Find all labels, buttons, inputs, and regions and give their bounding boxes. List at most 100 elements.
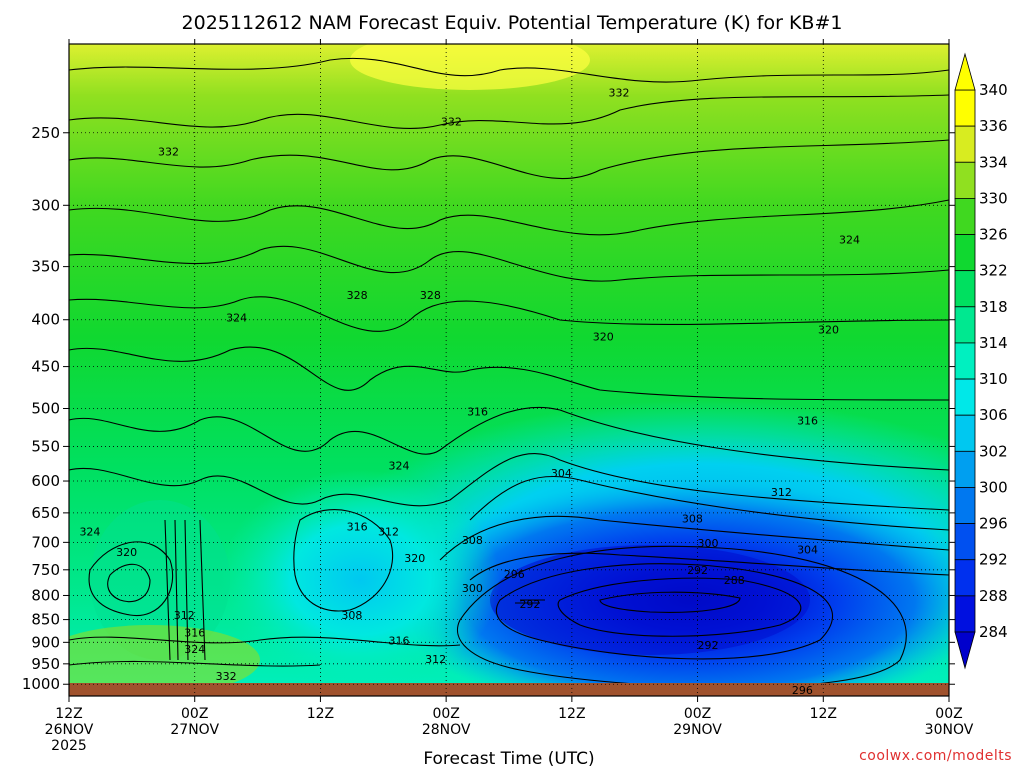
x-tick-label-0-1: 26NOV — [45, 722, 94, 738]
y-tick-label-250: 250 — [31, 124, 60, 142]
colorbar-swatch-9 — [954, 414, 976, 452]
y-tick-label-950: 950 — [31, 655, 60, 673]
y-tick-label-1000: 1000 — [22, 675, 60, 693]
contour-label-0: 332 — [158, 145, 179, 158]
x-tick-label-5-0: 00Z — [684, 706, 711, 722]
x-tick-label-3-1: 28NOV — [422, 722, 471, 738]
y-tick-label-750: 750 — [31, 561, 60, 579]
contour-label-26: 300 — [462, 582, 483, 595]
contour-label-18: 308 — [462, 534, 483, 547]
y-tick-label-550: 550 — [31, 437, 60, 455]
watermark: coolwx.com/modelts — [859, 748, 1012, 764]
colorbar-swatch-0 — [954, 89, 976, 127]
colorbar-arrow-bottom — [954, 631, 976, 670]
contour-label-29: 308 — [341, 609, 362, 622]
y-tick-label-900: 900 — [31, 633, 60, 651]
y-tick-label-400: 400 — [31, 311, 60, 329]
contour-label-10: 316 — [797, 414, 818, 427]
colorbar-arrow-top — [954, 52, 976, 91]
contour-label-5: 328 — [420, 289, 441, 302]
contour-label-31: 316 — [389, 635, 410, 648]
x-tick-label-1-1: 27NOV — [170, 722, 219, 738]
x-tick-label-5-1: 29NOV — [673, 722, 722, 738]
y-axis: 250 300 350 400 450 500 550 600 650 700 750 800 850 9… — [22, 124, 955, 693]
contour-label-22: 320 — [404, 552, 425, 565]
y-tick-label-300: 300 — [31, 196, 60, 214]
contour-label-11: 324 — [389, 459, 410, 472]
y-tick-label-800: 800 — [31, 586, 60, 604]
contour-label-9: 316 — [467, 406, 488, 419]
y-tick-label-850: 850 — [31, 611, 60, 629]
contour-label-32: 292 — [698, 639, 719, 652]
plot-frame — [68, 43, 950, 697]
colorbar-swatch-12 — [954, 523, 976, 561]
x-tick-label-0-0: 12Z — [55, 706, 82, 722]
contour-label-33: 324 — [184, 643, 205, 656]
contour-label-20: 304 — [797, 544, 818, 557]
colorbar-label-334: 334 — [979, 153, 1008, 171]
colorbar-swatch-7 — [954, 342, 976, 380]
colorbar-label-322: 322 — [979, 262, 1008, 280]
x-tick-label-6-0: 12Z — [810, 706, 837, 722]
colorbar-swatch-5 — [954, 270, 976, 308]
contour-label-19: 300 — [698, 537, 719, 550]
x-tick-label-4-0: 12Z — [558, 706, 585, 722]
contour-label-25: 288 — [724, 574, 745, 587]
colorbar-label-336: 336 — [979, 117, 1008, 135]
contour-label-4: 328 — [347, 289, 368, 302]
contour-label-35: 332 — [216, 670, 237, 683]
y-tick-label-700: 700 — [31, 533, 60, 551]
contour-label-24: 296 — [504, 568, 525, 581]
y-tick-label-650: 650 — [31, 504, 60, 522]
contour-labels: 332 332 332 324 328 328 324 320 320 316 316 324 304 3… — [79, 87, 860, 698]
grid-lines — [69, 44, 949, 696]
colorbar-label-296: 296 — [979, 515, 1008, 533]
contour-label-14: 308 — [682, 512, 703, 525]
contour-label-30: 316 — [184, 626, 205, 639]
colorbar-label-310: 310 — [979, 370, 1008, 388]
colorbar-swatch-13 — [954, 559, 976, 597]
contour-label-3: 324 — [839, 234, 860, 247]
colorbar-label-314: 314 — [979, 334, 1008, 352]
colorbar-swatch-8 — [954, 378, 976, 416]
colorbar-swatch-10 — [954, 450, 976, 488]
chart-title: 2025112612 NAM Forecast Equiv. Potential… — [182, 12, 843, 34]
contour-label-28: 312 — [174, 609, 195, 622]
colorbar-label-288: 288 — [979, 587, 1008, 605]
contour-label-15: 324 — [79, 525, 100, 538]
colorbar-swatch-14 — [954, 595, 976, 633]
y-tick-label-600: 600 — [31, 472, 60, 490]
contour-label-23: 292 — [687, 564, 708, 577]
contour-label-12: 304 — [551, 467, 572, 480]
colorbar-swatch-4 — [954, 234, 976, 272]
contour-lines — [69, 57, 949, 689]
contour-label-27: 292 — [519, 598, 540, 611]
colorbar-label-330: 330 — [979, 189, 1008, 207]
colorbar-label-300: 300 — [979, 478, 1008, 496]
contour-label-2: 332 — [609, 87, 630, 100]
colorbar-label-326: 326 — [979, 226, 1008, 244]
contour-label-8: 320 — [818, 324, 839, 337]
contour-label-1: 332 — [441, 115, 462, 128]
colorbar-label-292: 292 — [979, 551, 1008, 569]
contour-label-6: 324 — [226, 312, 247, 325]
contour-label-34: 312 — [425, 653, 446, 666]
colorbar-swatch-6 — [954, 306, 976, 344]
y-tick-label-350: 350 — [31, 258, 60, 276]
contour-label-36: 296 — [792, 684, 813, 697]
contour-label-21: 320 — [116, 546, 137, 559]
x-tick-label-2-0: 12Z — [307, 706, 334, 722]
colorbar-label-340: 340 — [979, 81, 1008, 99]
colorbar-label-306: 306 — [979, 406, 1008, 424]
contour-label-17: 312 — [378, 525, 399, 538]
colorbar-label-284: 284 — [979, 623, 1008, 641]
colorbar-label-318: 318 — [979, 298, 1008, 316]
contour-label-16: 316 — [347, 521, 368, 534]
x-tick-label-0-2: 2025 — [51, 738, 87, 754]
x-tick-label-3-0: 00Z — [432, 706, 459, 722]
colorbar-swatch-2 — [954, 161, 976, 199]
colorbar-label-302: 302 — [979, 442, 1008, 460]
colorbar-swatch-11 — [954, 487, 976, 525]
colorbar: 340 336 334 330 326 322 318 314 310 306 302 300 296 2… — [954, 52, 1008, 670]
